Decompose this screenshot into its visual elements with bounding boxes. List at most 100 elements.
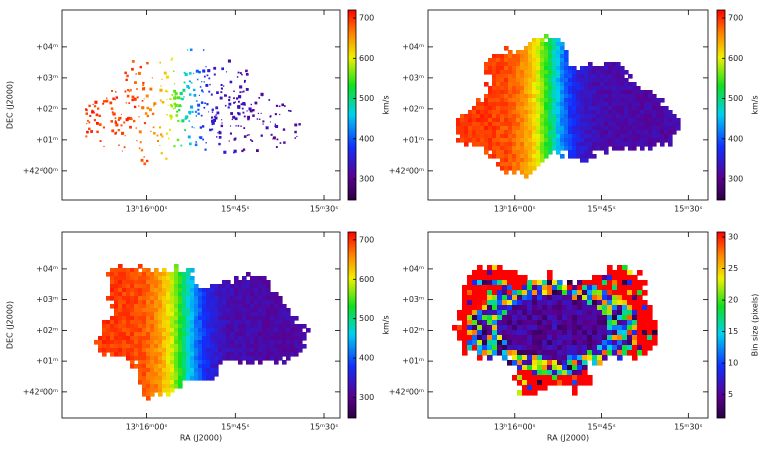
map-pixel — [122, 344, 127, 349]
map-pixel — [142, 348, 147, 353]
map-pixel — [182, 344, 187, 349]
map-pixel — [170, 115, 173, 118]
map-pixel — [226, 284, 231, 289]
map-pixel — [557, 360, 563, 366]
map-pixel — [182, 312, 187, 317]
map-pixel — [548, 114, 553, 119]
map-pixel — [211, 111, 214, 113]
map-pixel — [536, 130, 541, 135]
map-pixel — [226, 280, 231, 285]
map-pixel — [584, 118, 589, 123]
map-pixel — [520, 102, 525, 107]
map-pixel — [157, 140, 159, 142]
map-pixel — [480, 142, 485, 147]
map-pixel — [612, 74, 617, 79]
map-pixel — [180, 144, 183, 147]
map-pixel — [517, 285, 523, 291]
map-pixel — [488, 58, 493, 63]
map-pixel — [567, 315, 573, 321]
map-pixel — [189, 93, 192, 96]
map-pixel — [584, 134, 589, 139]
map-pixel — [131, 95, 135, 99]
map-pixel — [227, 106, 230, 109]
map-pixel — [218, 360, 223, 365]
map-pixel — [524, 62, 529, 67]
map-pixel — [544, 106, 549, 111]
map-pixel — [508, 54, 513, 59]
map-pixel — [211, 116, 214, 119]
map-pixel — [260, 134, 263, 137]
map-pixel — [262, 340, 267, 345]
map-pixel — [567, 380, 573, 386]
map-pixel — [138, 328, 143, 333]
map-pixel — [592, 300, 598, 306]
map-pixel — [136, 96, 139, 99]
map-pixel — [512, 82, 517, 87]
map-pixel — [146, 324, 151, 329]
map-pixel — [254, 352, 259, 357]
map-pixel — [528, 122, 533, 127]
map-pixel — [572, 118, 577, 123]
map-pixel — [242, 324, 247, 329]
map-pixel — [222, 328, 227, 333]
map-pixel — [597, 305, 603, 311]
map-pixel — [234, 316, 239, 321]
map-pixel — [584, 102, 589, 107]
map-pixel — [552, 94, 557, 99]
map-pixel — [462, 350, 468, 356]
map-pixel — [242, 296, 247, 301]
map-pixel — [170, 356, 175, 361]
map-pixel — [612, 90, 617, 95]
map-pixel — [166, 292, 171, 297]
map-pixel — [592, 66, 597, 71]
map-pixel — [134, 288, 139, 293]
map-pixel — [516, 106, 521, 111]
map-pixel — [612, 295, 618, 301]
map-pixel — [600, 90, 605, 95]
map-pixel — [548, 62, 553, 67]
map-pixel — [218, 348, 223, 353]
map-pixel — [504, 94, 509, 99]
map-pixel — [577, 370, 583, 376]
map-pixel — [522, 300, 528, 306]
map-pixel — [532, 166, 537, 171]
map-pixel — [560, 58, 565, 63]
map-pixel — [162, 368, 167, 373]
map-pixel — [640, 142, 645, 147]
map-pixel — [131, 60, 135, 63]
map-pixel — [110, 316, 115, 321]
map-pixel — [122, 308, 127, 313]
map-pixel — [508, 102, 513, 107]
map-pixel — [537, 330, 543, 336]
map-pixel — [488, 146, 493, 151]
map-pixel — [487, 350, 493, 356]
map-pixel — [246, 348, 251, 353]
map-pixel — [628, 146, 633, 151]
map-pixel — [266, 352, 271, 357]
map-pixel — [186, 85, 190, 88]
map-pixel — [627, 315, 633, 321]
map-pixel — [158, 360, 163, 365]
map-pixel — [247, 117, 250, 121]
map-pixel — [512, 300, 518, 306]
map-pixel — [197, 108, 200, 111]
map-pixel — [224, 94, 227, 97]
map-pixel — [238, 284, 243, 289]
map-pixel — [226, 308, 231, 313]
map-pixel — [170, 104, 174, 108]
map-pixel — [552, 300, 558, 306]
map-pixel — [552, 310, 558, 316]
map-pixel — [142, 356, 147, 361]
map-pixel — [487, 330, 493, 336]
map-pixel — [622, 310, 628, 316]
map-pixel — [522, 295, 528, 301]
map-pixel — [202, 69, 206, 73]
map-pixel — [278, 336, 283, 341]
map-pixel — [142, 292, 147, 297]
map-pixel — [206, 376, 211, 381]
map-pixel — [158, 312, 163, 317]
map-pixel — [158, 320, 163, 325]
map-pixel — [552, 86, 557, 91]
map-pixel — [580, 106, 585, 111]
map-pixel — [556, 38, 561, 43]
